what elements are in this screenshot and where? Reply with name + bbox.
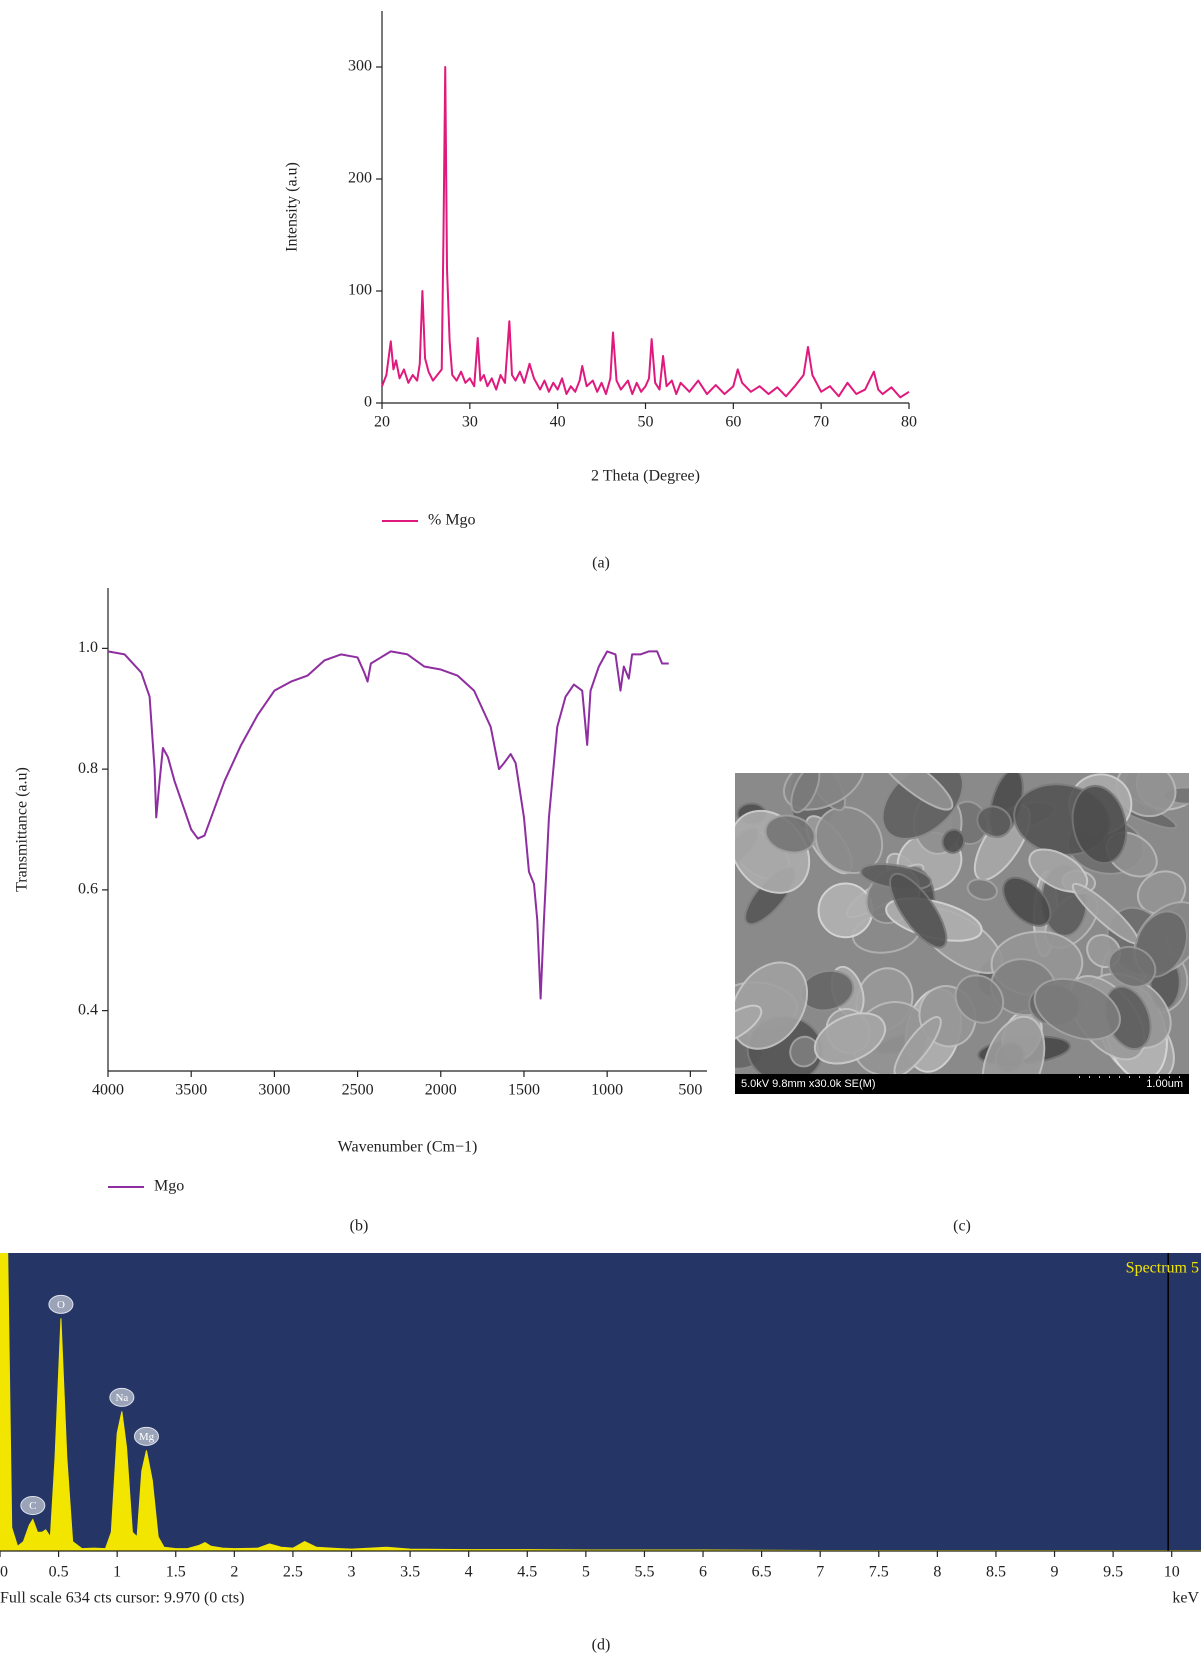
sem-particle	[976, 805, 1013, 838]
sem-image: 5.0kV 9.8mm x30.0k SE(M) 1.00um	[735, 773, 1189, 1094]
x-tick-label: 3	[348, 1564, 356, 1581]
x-tick-label: 2	[230, 1564, 238, 1581]
x-tick-label: 70	[813, 414, 829, 431]
x-tick-label: 1500	[508, 1082, 540, 1099]
x-tick-label: 1000	[591, 1082, 623, 1099]
peak-marker	[48, 1294, 74, 1314]
x-tick-label: 8.5	[986, 1564, 1006, 1581]
sem-particle	[735, 1004, 763, 1045]
x-tick-label: 4000	[92, 1082, 124, 1099]
x-tick-label: 4	[465, 1564, 473, 1581]
peak-marker	[20, 1496, 46, 1516]
peak-label: C	[29, 1500, 36, 1512]
annotation: Full scale 634 cts cursor: 9.970 (0 cts)	[0, 1590, 244, 1607]
spectrum-background	[0, 1253, 1201, 1551]
sem-particle	[1107, 945, 1157, 988]
panel-label: (c)	[953, 1218, 971, 1235]
panel-label: (a)	[592, 555, 610, 572]
x-tick-label: 8	[933, 1564, 941, 1581]
spectrum-area	[0, 1253, 1201, 1551]
sem-particle	[1028, 848, 1089, 893]
x-axis-label: Wavenumber (Cm−1)	[338, 1139, 478, 1156]
x-tick-label: 1.5	[166, 1564, 186, 1581]
x-tick-label: 50	[638, 414, 654, 431]
peak-label: Na	[115, 1392, 128, 1404]
sem-particle	[1071, 784, 1128, 865]
x-tick-label: 4.5	[517, 1564, 537, 1581]
x-tick-label: 3500	[175, 1082, 207, 1099]
sem-particle	[889, 872, 948, 949]
x-tick-label: 7	[816, 1564, 824, 1581]
x-tick-label: 3.5	[400, 1564, 420, 1581]
legend-label: Mgo	[154, 1178, 184, 1195]
sem-particle	[1033, 977, 1121, 1041]
x-tick-label: 7.5	[869, 1564, 889, 1581]
panel-label: (b)	[350, 1218, 369, 1235]
data-line	[107, 650, 669, 1000]
x-tick-label: 9.5	[1103, 1564, 1123, 1581]
sem-scale: 1.00um	[1146, 1078, 1183, 1090]
x-tick-label: 2.5	[283, 1564, 303, 1581]
y-tick-label: 200	[348, 170, 372, 187]
y-axis-label: Transmittance (a.u)	[14, 767, 31, 892]
sem-particle	[817, 882, 874, 939]
sem-info: 5.0kV 9.8mm x30.0k SE(M)	[741, 1078, 876, 1090]
x-tick-label: 9	[1051, 1564, 1059, 1581]
x-tick-label: 3000	[258, 1082, 290, 1099]
sem-particle	[877, 773, 954, 811]
x-tick-label: 10	[1164, 1564, 1180, 1581]
y-axis-label: Intensity (a.u)	[284, 162, 301, 252]
sem-particle	[981, 1015, 1046, 1074]
sem-particle	[941, 828, 966, 854]
y-tick-label: 0.6	[78, 881, 98, 898]
x-tick-label: 30	[462, 414, 478, 431]
x-tick-label: 60	[725, 414, 741, 431]
y-tick-label: 0.4	[78, 1001, 98, 1018]
peak-label: Mg	[139, 1431, 155, 1443]
peak-marker	[109, 1387, 135, 1407]
sem-particle	[966, 878, 998, 901]
x-tick-label: 5.5	[634, 1564, 654, 1581]
sem-info-bar	[735, 1074, 1189, 1094]
spectrum-title: Spectrum 5	[1126, 1260, 1199, 1277]
y-tick-label: 1.0	[78, 639, 98, 656]
x-tick-label: 5	[582, 1564, 590, 1581]
sem-particle	[764, 814, 816, 854]
x-tick-label: 2500	[342, 1082, 374, 1099]
y-tick-label: 100	[348, 282, 372, 299]
y-tick-label: 300	[348, 58, 372, 75]
x-tick-label: 6.5	[752, 1564, 772, 1581]
sem-particles	[735, 773, 1189, 1074]
sem-particle	[893, 1016, 942, 1074]
x-tick-label: 20	[374, 414, 390, 431]
sem-particle	[954, 974, 1005, 1024]
x-tick-label: 0	[0, 1564, 8, 1581]
x-tick-label: 500	[678, 1082, 702, 1099]
x-tick-label: 80	[901, 414, 917, 431]
x-axis-label: 2 Theta (Degree)	[591, 468, 700, 485]
sem-particle	[1002, 876, 1052, 927]
panel-label: (d)	[592, 1637, 611, 1654]
y-tick-label: 0	[364, 394, 372, 411]
x-tick-label: 6	[699, 1564, 707, 1581]
data-line	[381, 66, 910, 399]
x-tick-label: 2000	[425, 1082, 457, 1099]
peak-label: O	[57, 1299, 65, 1311]
sem-particle	[813, 1012, 887, 1065]
legend-label: % Mgo	[428, 512, 476, 529]
x-tick-label: 1	[113, 1564, 121, 1581]
peak-marker	[133, 1426, 159, 1446]
x-tick-label: 0.5	[49, 1564, 69, 1581]
x-tick-label: 40	[550, 414, 566, 431]
sem-particle	[790, 773, 821, 814]
x-axis-label: keV	[1172, 1590, 1199, 1607]
y-tick-label: 0.8	[78, 760, 98, 777]
